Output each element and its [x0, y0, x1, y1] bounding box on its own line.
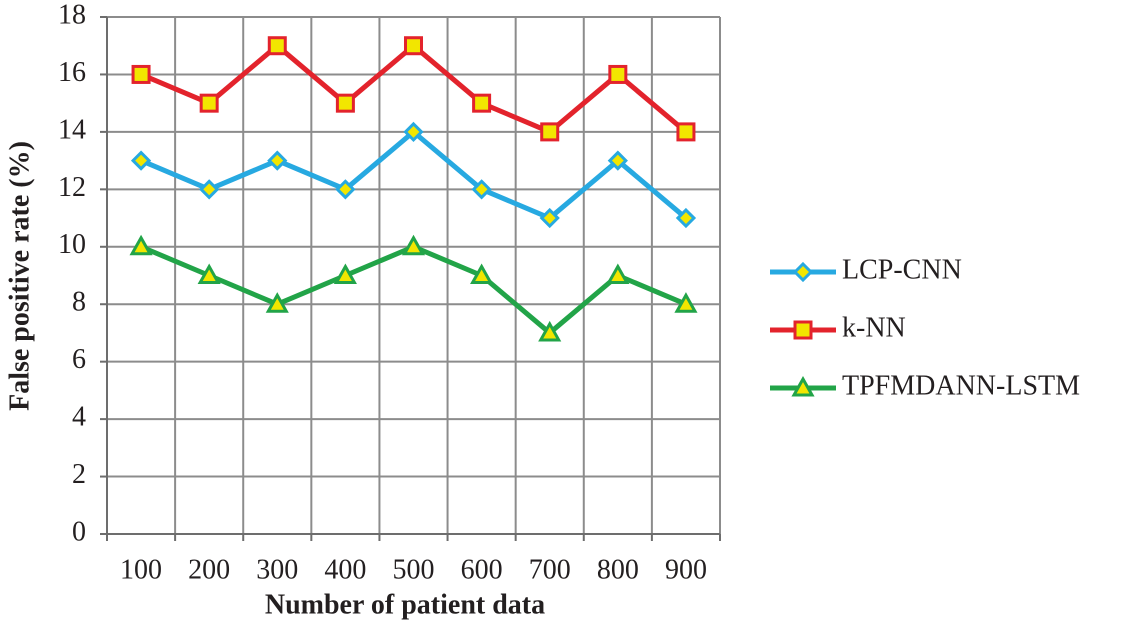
legend-marker	[793, 320, 813, 340]
x-tick-label: 700	[529, 554, 571, 585]
y-axis-title: False positive rate (%)	[4, 141, 35, 411]
legend-label: TPFMDANN-LSTM	[842, 370, 1080, 401]
x-tick-label: 200	[188, 554, 230, 585]
series-line	[140, 244, 687, 336]
marker	[606, 263, 630, 284]
marker	[267, 36, 287, 56]
marker	[197, 263, 221, 284]
marker	[333, 263, 357, 284]
x-tick-label: 100	[120, 554, 162, 585]
marker	[539, 207, 560, 229]
x-tick-label: 400	[324, 554, 366, 585]
marker	[265, 292, 289, 313]
marker	[335, 93, 355, 113]
marker	[472, 93, 492, 113]
marker	[608, 64, 628, 84]
marker	[403, 121, 424, 143]
marker	[538, 320, 562, 342]
y-tick-label: 16	[58, 57, 86, 88]
marker	[675, 207, 697, 229]
marker	[130, 150, 152, 171]
x-axis-title: Number of patient data	[265, 589, 545, 620]
y-tick-label: 12	[58, 172, 86, 203]
x-tick-label: 900	[665, 554, 707, 585]
marker	[404, 36, 423, 56]
x-tick-label: 800	[597, 554, 639, 585]
marker	[676, 122, 696, 142]
legend-label: k-NN	[842, 312, 906, 343]
marker	[471, 179, 492, 200]
x-tick-label: 500	[393, 554, 435, 585]
legend-label: LCP-CNN	[842, 254, 962, 285]
marker	[674, 292, 698, 313]
marker	[267, 150, 288, 171]
y-tick-label: 10	[58, 229, 86, 260]
y-tick-label: 0	[72, 516, 86, 547]
series-line	[140, 43, 688, 135]
x-tick-label: 300	[256, 554, 298, 585]
marker	[199, 93, 219, 113]
y-tick-label: 4	[72, 402, 86, 433]
marker	[199, 179, 220, 200]
legend-marker	[792, 261, 814, 283]
marker	[401, 234, 426, 256]
legend-marker	[791, 375, 815, 397]
marker	[129, 234, 153, 256]
y-tick-label: 8	[72, 287, 86, 318]
x-tick-label: 600	[461, 554, 503, 585]
marker	[607, 150, 628, 171]
y-tick-label: 18	[58, 0, 86, 30]
y-tick-label: 6	[72, 344, 86, 375]
y-tick-label: 14	[58, 114, 86, 145]
marker	[131, 64, 151, 84]
marker	[335, 179, 356, 200]
marker	[470, 263, 494, 284]
series-line	[140, 129, 688, 221]
y-tick-label: 2	[72, 459, 86, 490]
marker	[540, 122, 560, 142]
